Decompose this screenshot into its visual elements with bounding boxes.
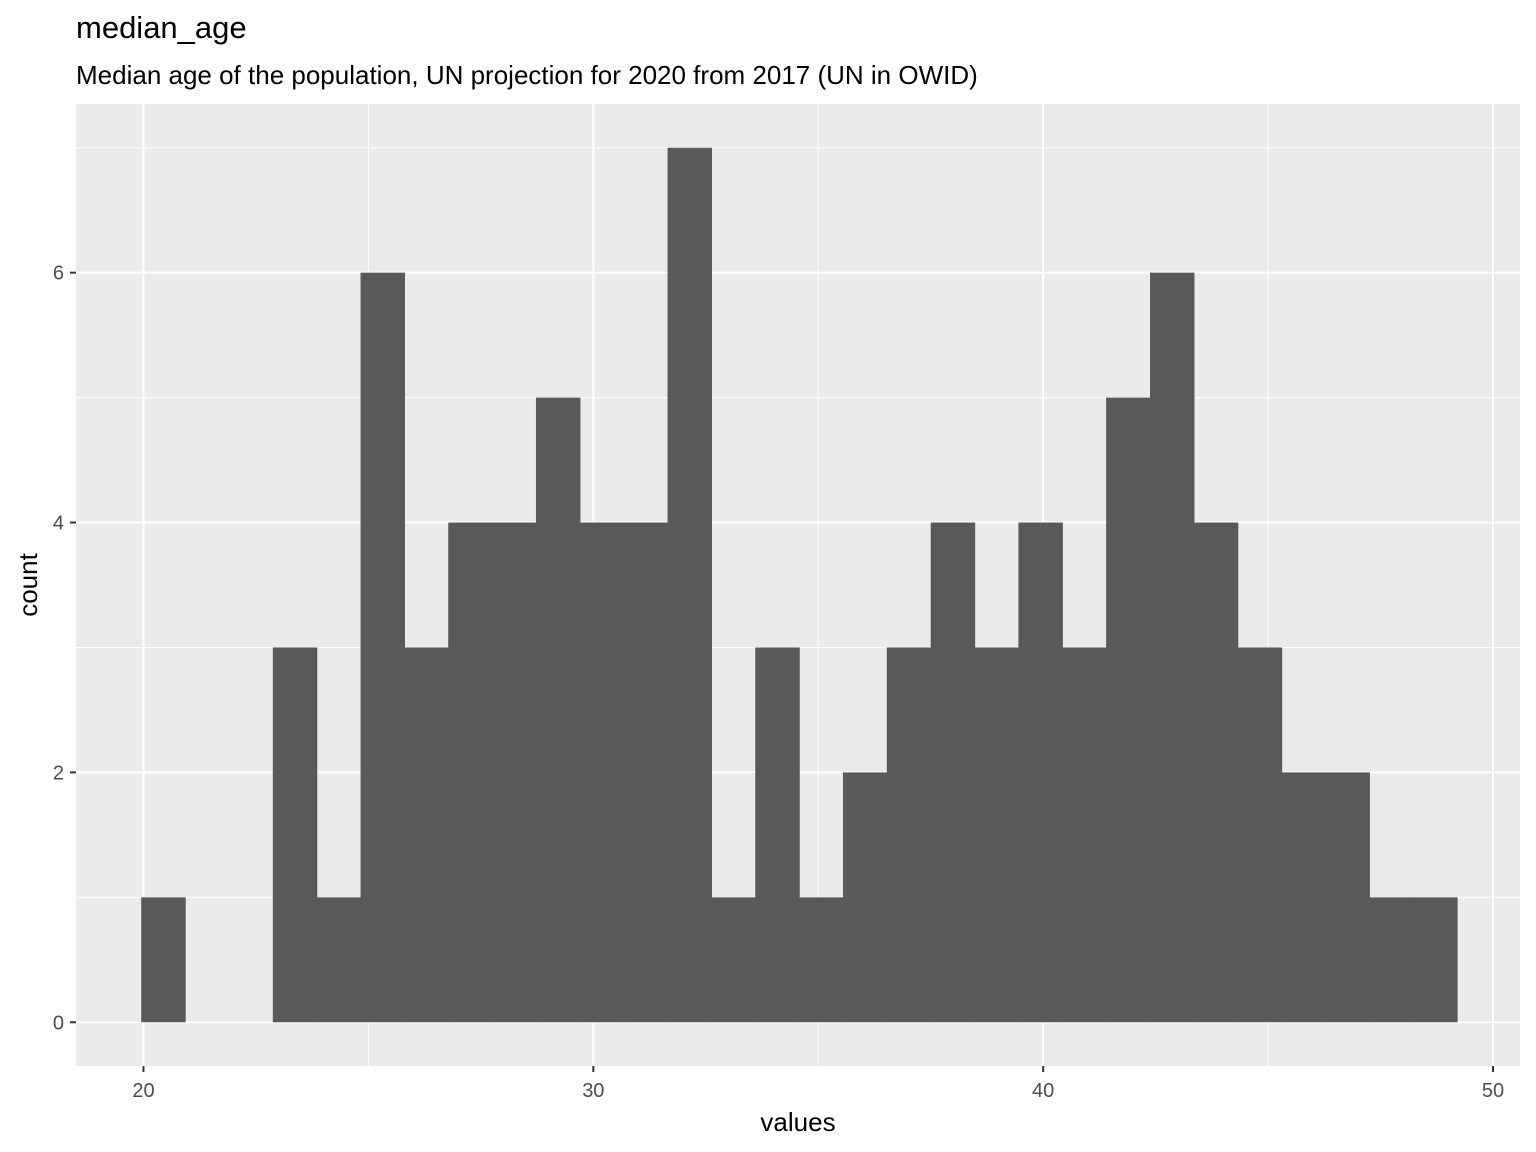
chart-title: median_age: [76, 10, 247, 45]
histogram-bar: [579, 522, 625, 1023]
histogram-bar: [623, 522, 669, 1023]
histogram-bar: [974, 647, 1020, 1023]
histogram-bar: [535, 397, 581, 1023]
histogram-bar: [1325, 772, 1370, 1023]
histogram-bar: [1193, 522, 1239, 1023]
histogram-bar: [448, 522, 493, 1023]
histogram-bar: [799, 897, 844, 1023]
histogram-bar: [1062, 647, 1107, 1023]
histogram-bar: [1150, 272, 1195, 1023]
x-axis-ticks: 20 30 40 50: [132, 1066, 1504, 1102]
x-tick-label: 50: [1482, 1080, 1504, 1102]
histogram-bar: [404, 647, 449, 1023]
x-axis-title: values: [760, 1107, 835, 1137]
y-tick-label: 6: [53, 263, 64, 285]
chart-subtitle: Median age of the population, UN project…: [76, 60, 978, 90]
y-axis-title: count: [13, 552, 43, 616]
x-tick-label: 30: [582, 1080, 604, 1102]
histogram-bar: [667, 147, 713, 1023]
histogram-bar: [316, 897, 362, 1023]
histogram-bar: [1413, 897, 1458, 1023]
histogram-bars: [141, 147, 1458, 1023]
histogram-bar: [755, 647, 800, 1023]
histogram-bar: [1018, 522, 1063, 1023]
x-tick-label: 20: [132, 1080, 154, 1102]
y-tick-label: 0: [53, 1012, 64, 1034]
histogram-bar: [492, 522, 537, 1023]
y-tick-label: 4: [53, 513, 64, 535]
histogram-bar: [1106, 397, 1151, 1023]
y-axis-ticks: 0 2 4 6: [53, 263, 76, 1034]
histogram-bar: [272, 647, 318, 1023]
histogram-bar: [886, 647, 932, 1023]
histogram-bar: [930, 522, 976, 1023]
histogram-bar: [1281, 772, 1327, 1023]
x-tick-label: 40: [1032, 1080, 1054, 1102]
histogram-bar: [1237, 647, 1283, 1023]
histogram-bar: [360, 272, 405, 1023]
histogram-bar: [141, 897, 186, 1023]
y-tick-label: 2: [53, 762, 64, 784]
histogram-bar: [842, 772, 888, 1023]
histogram-bar: [1369, 897, 1414, 1023]
histogram-bar: [711, 897, 756, 1023]
